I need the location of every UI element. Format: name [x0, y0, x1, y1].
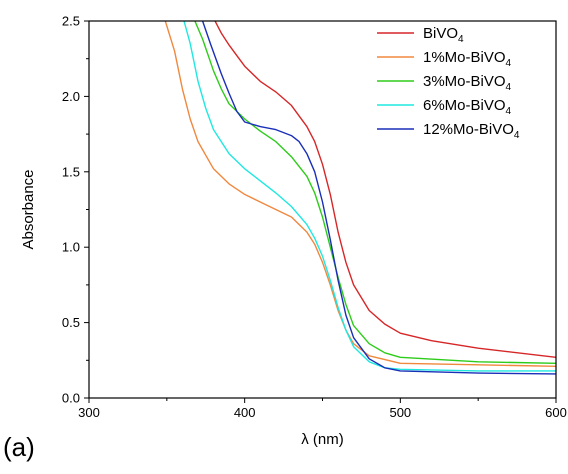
axes: 300 400 500 600 0.0 0.5 1.0 1.5 2.0 2.5 — [62, 14, 567, 421]
legend-label-subscript: 4 — [506, 106, 512, 117]
legend-label-3: 3%Mo-BiVO4 — [423, 73, 512, 93]
legend-label-2: 1%Mo-BiVO4 — [423, 49, 512, 69]
x-tick-label: 600 — [545, 405, 567, 420]
x-tick-label: 300 — [78, 405, 100, 420]
x-tick-label: 400 — [234, 405, 256, 420]
y-tick-label: 0.0 — [62, 391, 80, 406]
series-lines — [164, 21, 556, 375]
series-line-3 — [194, 21, 556, 364]
legend-label-main: 1%Mo-BiVO — [423, 49, 506, 66]
y-axis-label: Absorbance — [20, 169, 37, 249]
y-tick-label: 1.0 — [62, 240, 80, 255]
series-line-2 — [164, 21, 556, 367]
y-tick-label: 1.5 — [62, 164, 80, 179]
legend-label-5: 12%Mo-BiVO4 — [423, 121, 520, 141]
legend-label-subscript: 4 — [506, 58, 512, 69]
legend-label-main: BiVO — [423, 25, 458, 42]
x-axis-label: λ (nm) — [301, 431, 344, 448]
series-line-5 — [201, 21, 556, 375]
legend-label-main: 12%Mo-BiVO — [423, 121, 514, 138]
series-line-1 — [214, 21, 556, 358]
legend-label-main: 3%Mo-BiVO — [423, 73, 506, 90]
legend: BiVO41%Mo-BiVO43%Mo-BiVO46%Mo-BiVO412%Mo… — [377, 25, 520, 141]
legend-label-4: 6%Mo-BiVO4 — [423, 97, 512, 117]
legend-label-subscript: 4 — [514, 130, 520, 141]
legend-label-1: BiVO4 — [423, 25, 464, 45]
legend-label-subscript: 4 — [506, 82, 512, 93]
legend-label-subscript: 4 — [458, 34, 464, 45]
y-tick-label: 0.5 — [62, 315, 80, 330]
x-tick-label: 500 — [389, 405, 411, 420]
legend-label-main: 6%Mo-BiVO — [423, 97, 506, 114]
panel-label: (a) — [3, 432, 35, 462]
series-line-4 — [183, 21, 556, 372]
y-tick-label: 2.5 — [62, 14, 80, 29]
y-tick-label: 2.0 — [62, 89, 80, 104]
